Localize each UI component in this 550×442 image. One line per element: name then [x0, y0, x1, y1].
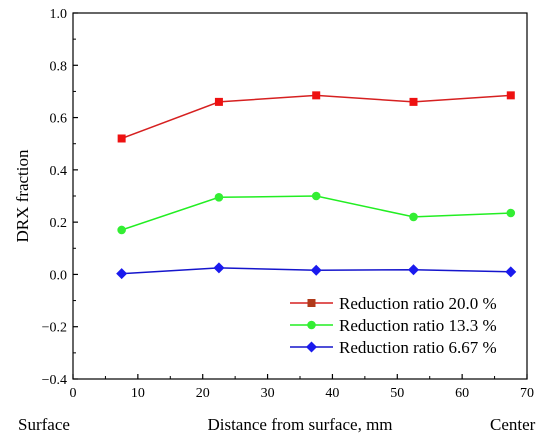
diamond-marker [505, 266, 517, 278]
y-tick-label: −0.2 [42, 321, 67, 336]
diamond-marker [116, 268, 128, 280]
series-group [117, 191, 516, 235]
legend-label: Reduction ratio 20.0 % [339, 294, 497, 313]
square-marker [117, 134, 126, 143]
square-marker [214, 97, 223, 106]
series-layer [116, 91, 517, 280]
x-tick-label: 10 [131, 386, 145, 401]
legend-label: Reduction ratio 13.3 % [339, 316, 497, 335]
x-tick-label: 0 [70, 386, 77, 401]
y-tick-label: 0.8 [50, 59, 68, 74]
series-group [116, 262, 517, 280]
circle-marker [311, 191, 321, 201]
circle-marker [214, 193, 224, 202]
series-line [121, 195, 511, 231]
square-marker [307, 299, 316, 307]
diamond-marker [310, 264, 322, 276]
legend-label: Reduction ratio 6.67 % [339, 338, 497, 357]
x-tick-label: 50 [390, 386, 404, 401]
circle-marker [506, 208, 516, 218]
x-axis-ticks: 0 10 20 30 40 50 60 70 [70, 374, 534, 401]
diamond-marker [306, 341, 317, 353]
x-axis-title: Distance from surface, mm [207, 415, 392, 434]
series-line [121, 94, 511, 140]
square-marker [409, 97, 418, 106]
x-tick-label: 60 [455, 386, 469, 401]
square-marker [312, 91, 321, 100]
square-marker [506, 91, 515, 100]
x-axis-end-label-center: Center [490, 415, 536, 434]
y-tick-label: −0.4 [42, 373, 67, 388]
legend: Reduction ratio 20.0 % Reduction ratio 13… [290, 294, 497, 357]
y-tick-label: 0.0 [50, 268, 68, 283]
diamond-marker [213, 262, 225, 274]
x-axis-end-label-surface: Surface [18, 415, 70, 434]
circle-marker [117, 225, 126, 235]
circle-marker [409, 212, 418, 222]
y-tick-label: 0.4 [50, 164, 68, 179]
y-tick-label: 0.2 [50, 216, 68, 231]
diamond-marker [408, 264, 419, 276]
y-axis-ticks: −0.4 −0.2 0.0 0.2 0.4 0.6 0.8 1.0 [42, 7, 78, 388]
x-tick-label: 30 [261, 386, 275, 401]
y-tick-label: 0.6 [50, 112, 68, 127]
x-tick-label: 70 [520, 386, 534, 401]
series-group [117, 91, 515, 143]
circle-marker [307, 320, 316, 330]
y-axis-title: DRX fraction [13, 149, 32, 243]
x-tick-label: 20 [196, 386, 210, 401]
x-tick-label: 40 [325, 386, 339, 401]
y-tick-label: 1.0 [50, 7, 68, 22]
